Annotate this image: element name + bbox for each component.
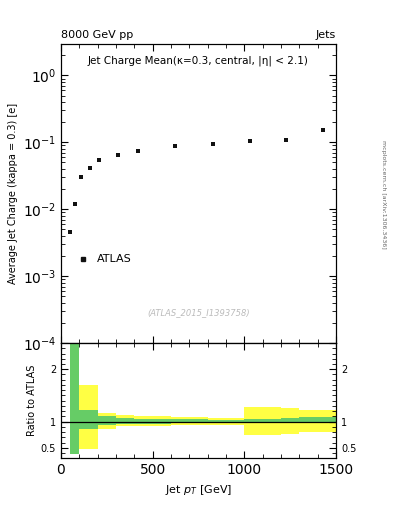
X-axis label: Jet $p_T$ [GeV]: Jet $p_T$ [GeV] <box>165 483 232 497</box>
Text: ATLAS: ATLAS <box>97 254 131 264</box>
Text: mcplots.cern.ch [arXiv:1306.3436]: mcplots.cern.ch [arXiv:1306.3436] <box>381 140 386 249</box>
Text: (ATLAS_2015_I1393758): (ATLAS_2015_I1393758) <box>147 309 250 317</box>
Text: Jets: Jets <box>316 30 336 40</box>
Text: 8000 GeV pp: 8000 GeV pp <box>61 30 133 40</box>
Text: Jet Charge Mean(κ=0.3, central, |η| < 2.1): Jet Charge Mean(κ=0.3, central, |η| < 2.… <box>88 55 309 66</box>
Y-axis label: Average Jet Charge (kappa = 0.3) [e]: Average Jet Charge (kappa = 0.3) [e] <box>8 103 18 284</box>
Y-axis label: Ratio to ATLAS: Ratio to ATLAS <box>26 365 37 436</box>
